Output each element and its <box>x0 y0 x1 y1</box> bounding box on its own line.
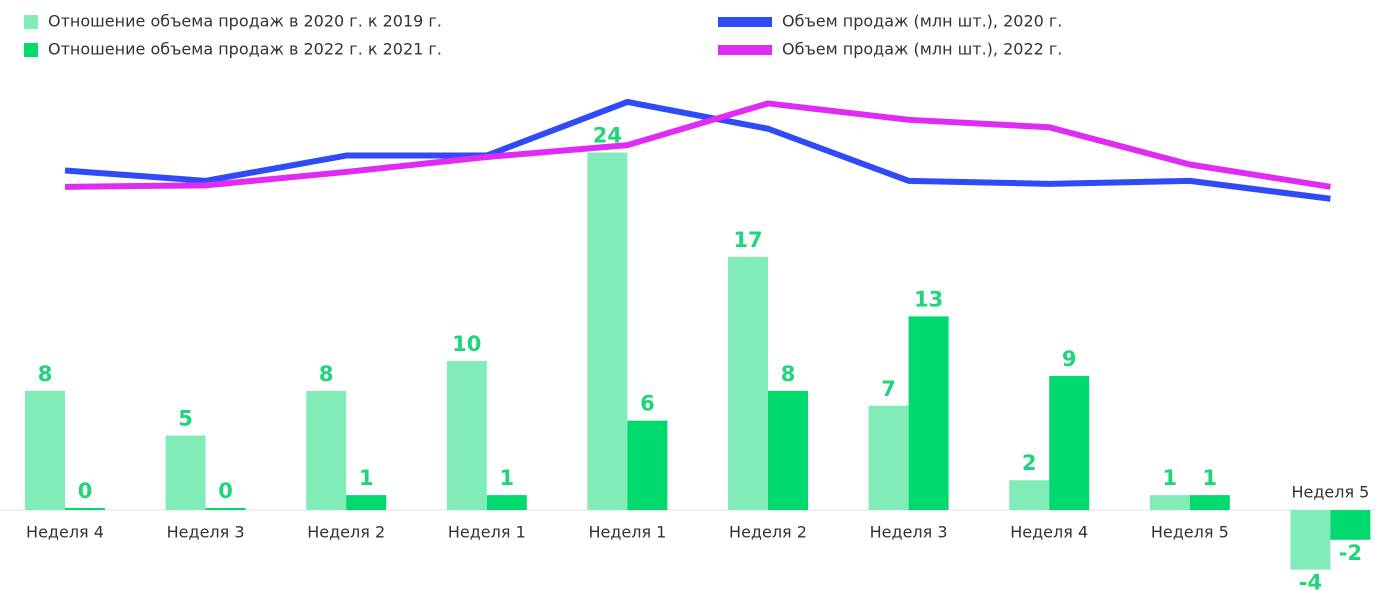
value-label: 1 <box>1202 466 1217 490</box>
x-tick-label: Неделя 3 <box>167 523 245 542</box>
bar <box>587 152 628 511</box>
value-label: 8 <box>781 362 796 386</box>
value-label: 0 <box>218 479 233 503</box>
x-tick-label: Неделя 1 <box>588 523 666 542</box>
bar <box>868 405 909 511</box>
bar <box>306 390 347 511</box>
value-label: 5 <box>178 407 193 431</box>
value-label: 17 <box>733 228 762 252</box>
bar <box>728 256 768 511</box>
x-tick-label: Неделя 3 <box>870 523 948 542</box>
bar <box>346 495 387 511</box>
value-label: 6 <box>640 392 655 416</box>
bar <box>165 435 206 511</box>
bar <box>1149 495 1190 511</box>
x-tick-label: Неделя 4 <box>1010 523 1088 542</box>
value-label: 9 <box>1062 347 1077 371</box>
x-tick-label: Неделя 1 <box>448 523 526 542</box>
legend-swatch <box>24 43 38 57</box>
bar <box>205 508 246 511</box>
value-label: 8 <box>38 362 53 386</box>
bar <box>446 361 487 511</box>
value-label: 13 <box>914 287 943 311</box>
legend-label: Объем продаж (млн шт.), 2020 г. <box>782 12 1062 31</box>
x-tick-label: Неделя 4 <box>26 523 104 542</box>
bar <box>1189 495 1230 511</box>
legend-label: Отношение объема продаж в 2022 г. к 2021… <box>48 40 442 59</box>
value-label: 1 <box>499 466 514 490</box>
legend-swatch <box>718 45 772 55</box>
legend-swatch <box>718 17 772 27</box>
legend-label: Объем продаж (млн шт.), 2022 г. <box>782 40 1062 59</box>
value-label: 0 <box>78 479 93 503</box>
x-tick-label: Неделя 2 <box>307 523 385 542</box>
bar <box>1009 480 1050 511</box>
x-tick-label: Неделя 2 <box>729 523 807 542</box>
x-tick-label: Неделя 5 <box>1291 483 1369 502</box>
line-series <box>64 98 1331 202</box>
bar <box>1290 510 1331 570</box>
value-label: -2 <box>1339 541 1362 565</box>
bar <box>1330 510 1371 540</box>
bar <box>627 420 668 511</box>
x-tick-label: Неделя 5 <box>1151 523 1229 542</box>
value-label: 10 <box>452 332 481 356</box>
value-label: 7 <box>881 377 896 401</box>
bar <box>65 508 105 511</box>
legend-label: Отношение объема продаж в 2020 г. к 2019… <box>48 12 442 31</box>
value-label: 1 <box>359 466 374 490</box>
bar <box>1049 375 1090 511</box>
value-label: 1 <box>1162 466 1177 490</box>
legend-swatch <box>24 15 38 29</box>
value-label: -4 <box>1299 571 1322 591</box>
bar <box>25 390 65 511</box>
bar <box>768 390 808 511</box>
bar <box>486 495 527 511</box>
line-series <box>64 100 1331 190</box>
bar <box>908 316 949 511</box>
value-label: 2 <box>1022 451 1037 475</box>
value-label: 8 <box>319 362 334 386</box>
